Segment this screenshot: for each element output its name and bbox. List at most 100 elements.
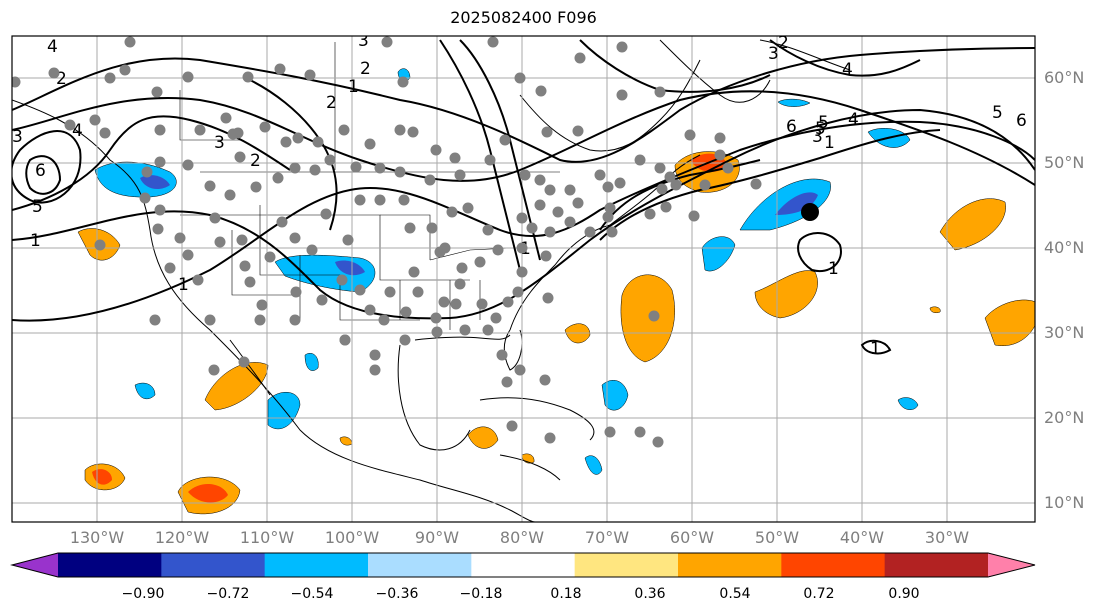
lon-label: 50°W [754, 528, 800, 547]
station-marker [594, 169, 606, 181]
station-marker [274, 63, 286, 75]
station-marker [564, 216, 576, 228]
colorbar-extend-max [988, 553, 1035, 577]
station-marker [404, 222, 416, 234]
station-marker [378, 314, 390, 326]
station-marker [182, 71, 194, 83]
station-marker [99, 127, 111, 139]
station-marker [688, 210, 700, 222]
station-marker [289, 232, 301, 244]
contour-label: 1 [870, 339, 881, 359]
station-marker [606, 226, 618, 238]
station-marker [602, 211, 614, 223]
station-marker [154, 204, 166, 216]
station-marker [652, 436, 664, 448]
station-marker [151, 86, 163, 98]
station-marker [204, 314, 216, 326]
station-marker [12, 76, 21, 88]
station-marker [654, 162, 666, 174]
station-marker [506, 420, 518, 432]
station-marker [306, 244, 318, 256]
contour-label: 1 [348, 77, 359, 97]
station-marker [462, 202, 474, 214]
station-marker [514, 72, 526, 84]
station-marker [482, 324, 494, 336]
station-marker [512, 286, 524, 298]
station-marker [141, 166, 153, 178]
station-marker [616, 89, 628, 101]
grid [12, 36, 1035, 522]
colorbar [10, 552, 1036, 578]
lon-label: 70°W [584, 528, 630, 547]
contour-label: 5 [818, 113, 829, 133]
station-marker [644, 208, 656, 220]
neg-shade-lab [777, 98, 811, 107]
station-marker [149, 314, 161, 326]
lon-label: 90°W [414, 528, 460, 547]
station-marker [394, 124, 406, 136]
station-marker [684, 129, 696, 141]
station-marker [250, 181, 262, 193]
lon-label: 80°W [499, 528, 545, 547]
station-marker [430, 144, 442, 156]
colorbar-tick-label: −0.36 [375, 586, 419, 602]
station-marker [124, 36, 136, 48]
station-marker [276, 216, 288, 228]
station-marker [456, 262, 468, 274]
lat-label: 20°N [1044, 408, 1085, 427]
station-marker [408, 266, 420, 278]
station-marker [244, 276, 256, 288]
station-marker [654, 86, 666, 98]
colorbar-segment [368, 553, 472, 577]
station-marker [426, 222, 438, 234]
station-marker [290, 286, 302, 298]
station-marker [542, 292, 554, 304]
neg-shade-plains-core [335, 260, 365, 276]
station-marker [446, 206, 458, 218]
station-marker [714, 132, 726, 144]
pos-shade-east2 [984, 299, 1035, 347]
station-marker [535, 85, 547, 97]
station-marker [204, 180, 216, 192]
colorbar-segment [58, 553, 162, 577]
contour-label: 5 [992, 103, 1003, 123]
colorbar-segment [884, 553, 989, 577]
station-marker [544, 226, 556, 238]
contour-label: 2 [56, 69, 67, 89]
station-marker [316, 294, 328, 306]
station-marker [431, 326, 443, 338]
contour-label-group: 4 4 3 3 2 3 5 6 5 4 1 2 3 1 2 2 3 1 5 6 … [12, 36, 1027, 359]
station-marker [604, 426, 616, 438]
contour-label: 3 [812, 127, 823, 147]
colorbar-segment [264, 553, 369, 577]
station-marker [94, 239, 106, 251]
neg-shade-atlantic-core [775, 192, 818, 215]
station-marker [364, 304, 376, 316]
station-marker [104, 72, 116, 84]
contour-label: 5 [815, 119, 826, 139]
station-marker [574, 52, 586, 64]
station-marker [519, 169, 531, 181]
station-marker [399, 334, 411, 346]
station-marker [750, 178, 762, 190]
station-marker [482, 224, 494, 236]
station-marker [336, 274, 348, 286]
pos-shade-mid-atl [754, 270, 818, 319]
station-marker [214, 236, 226, 248]
station-marker [424, 174, 436, 186]
lat-label: 50°N [1044, 153, 1085, 172]
colorbar-segment [471, 553, 576, 577]
pos-shade-carib [467, 426, 499, 449]
station-marker [264, 251, 276, 263]
station-marker [397, 76, 409, 88]
station-marker [484, 154, 496, 166]
station-marker [400, 306, 412, 318]
station-marker [584, 226, 596, 238]
station-marker [48, 67, 60, 79]
lat-label: 10°N [1044, 493, 1085, 512]
station-marker [514, 364, 526, 376]
colorbar-tick-label: 0.90 [888, 586, 920, 602]
station-marker [516, 266, 528, 278]
lon-label: 30°W [924, 528, 970, 547]
station-marker [602, 181, 614, 193]
